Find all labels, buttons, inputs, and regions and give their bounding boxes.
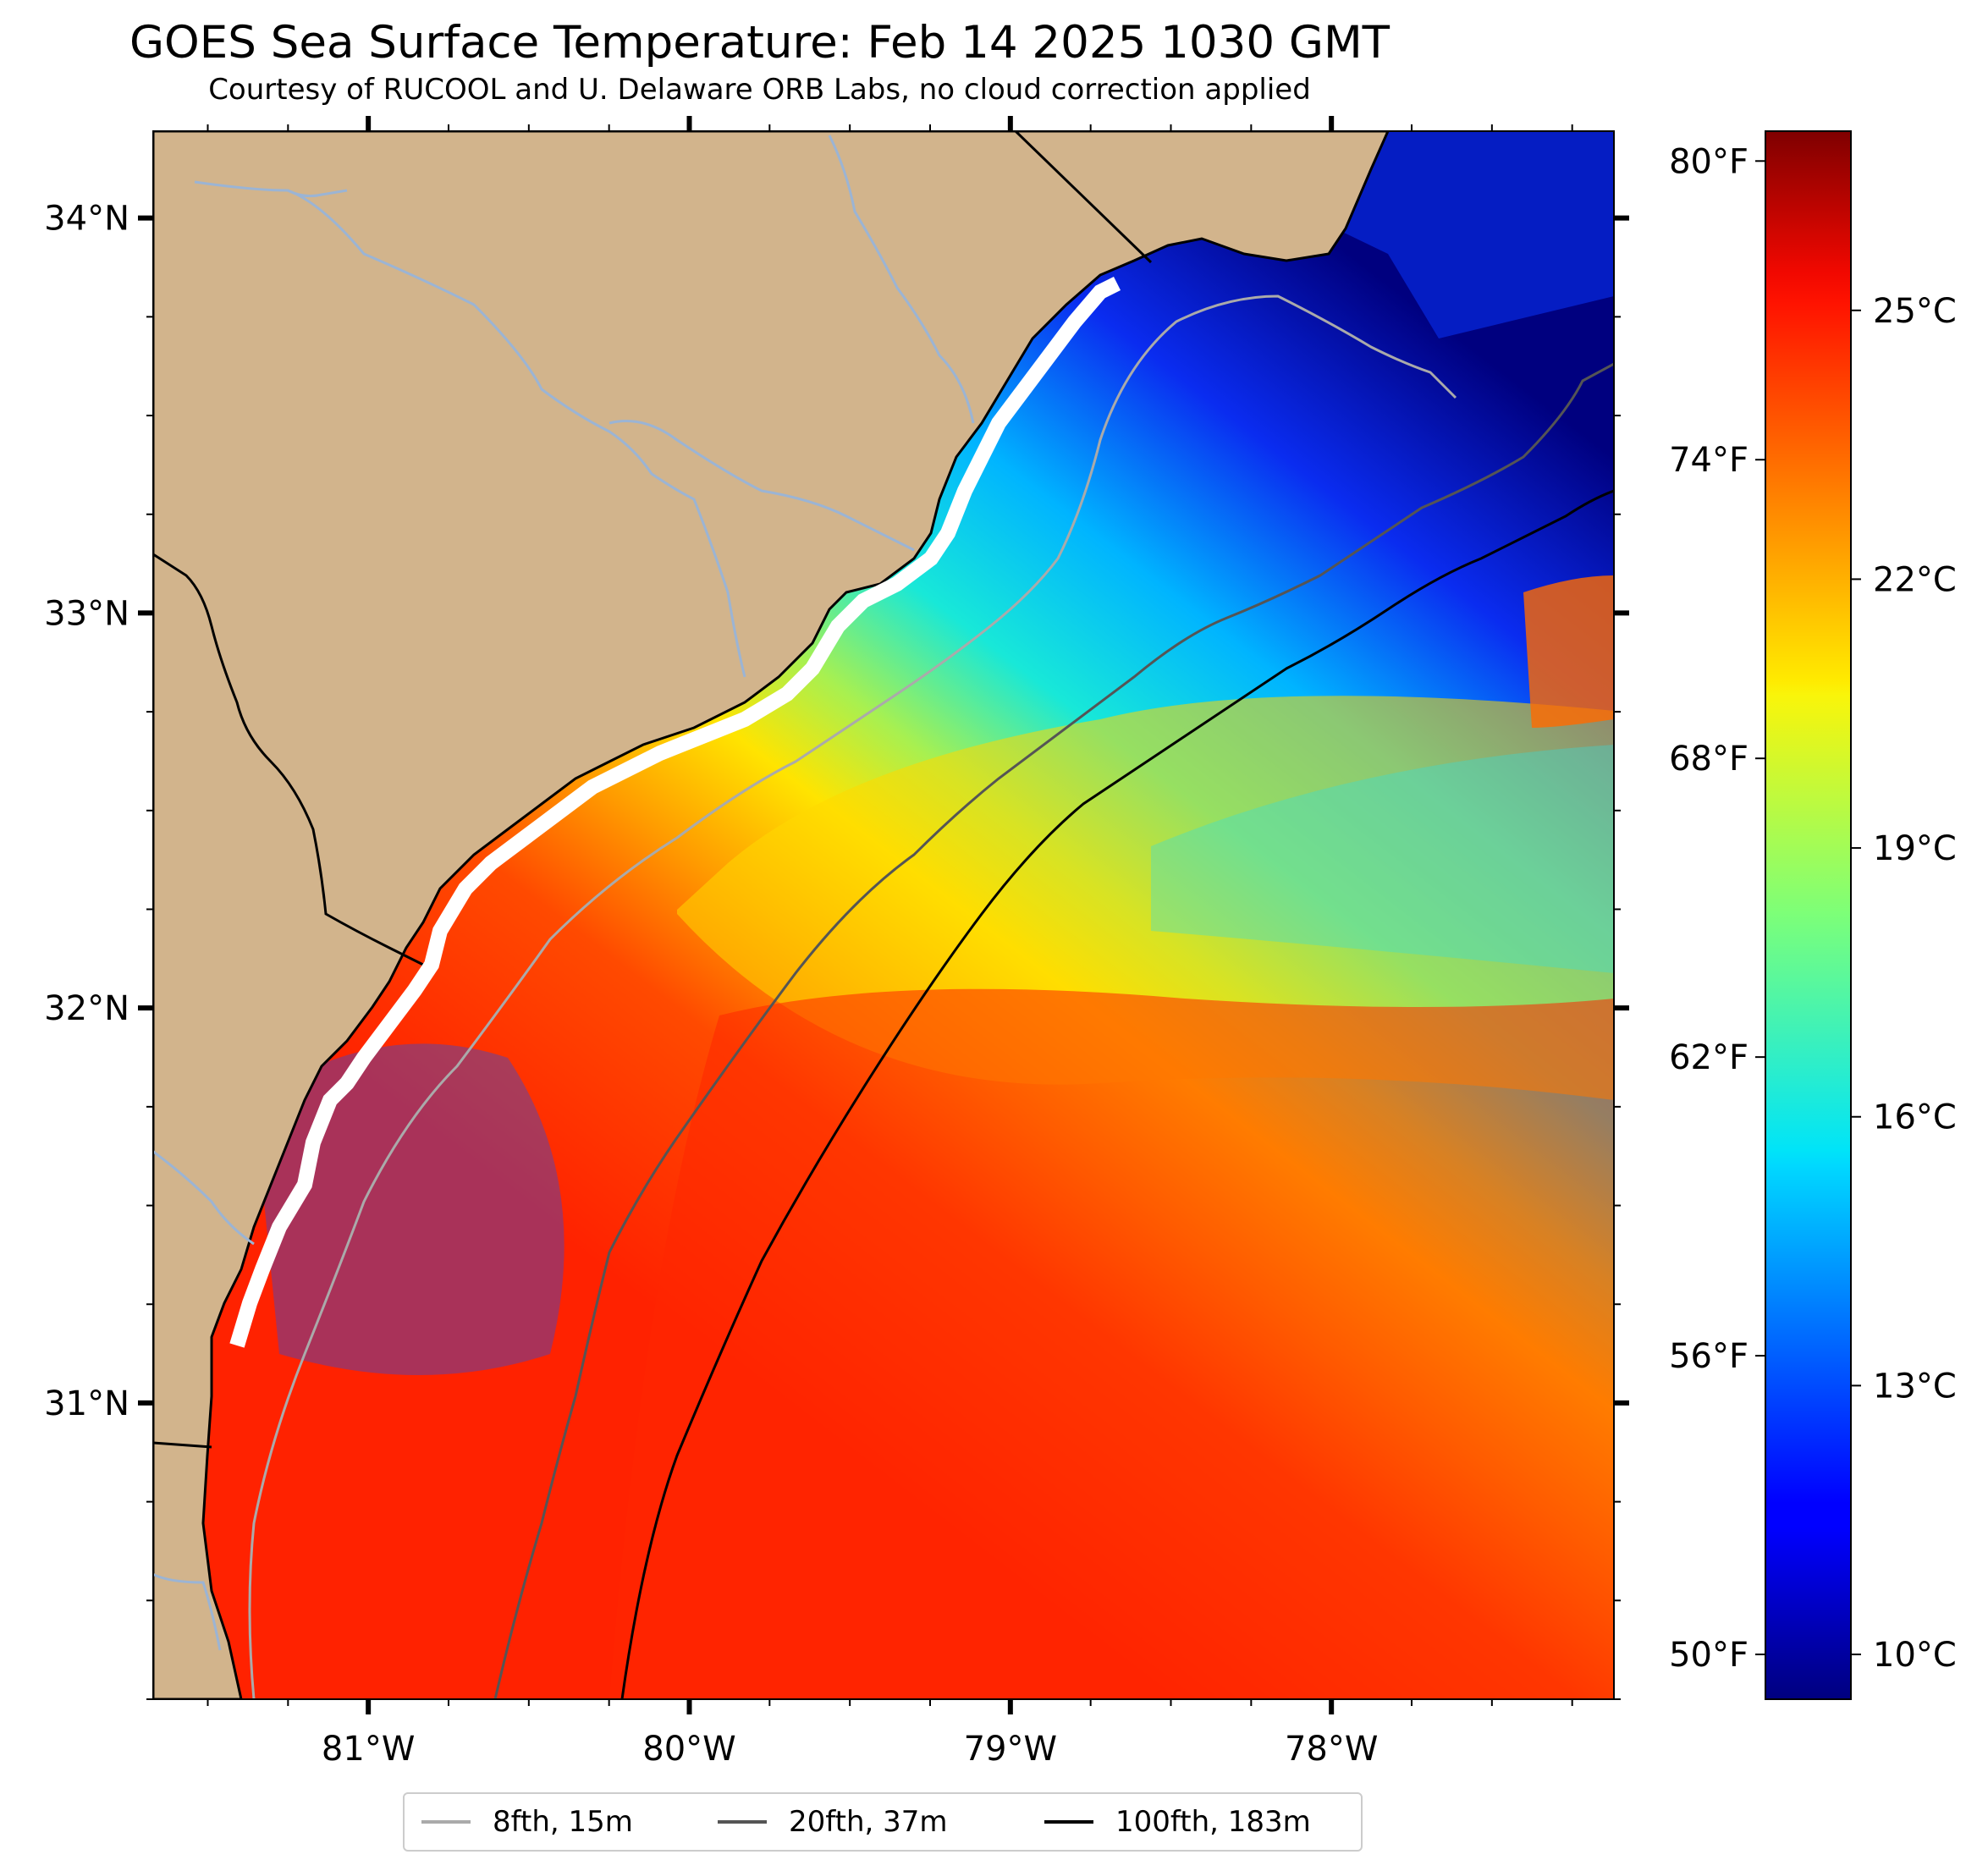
chart-title: GOES Sea Surface Temperature: Feb 14 202… — [129, 17, 1390, 69]
legend-item-8fth: 8fth, 15m — [421, 1794, 633, 1850]
fahrenheit-tick-label: 56°F — [1669, 1337, 1748, 1376]
chart-subtitle: Courtesy of RUCOOL and U. Delaware ORB L… — [208, 73, 1311, 107]
lat-tick-label: 32°N — [44, 989, 129, 1028]
lon-tick-label: 80°W — [642, 1730, 735, 1769]
sst-map — [153, 131, 1614, 1699]
fahrenheit-tick-label: 50°F — [1669, 1636, 1748, 1675]
land-mass — [153, 131, 1390, 1699]
rivers — [153, 135, 975, 1651]
fahrenheit-tick-label: 62°F — [1669, 1038, 1748, 1077]
fahrenheit-tick-label: 68°F — [1669, 740, 1748, 779]
legend-label: 20fth, 37m — [789, 1805, 948, 1839]
coastal-nodata-band — [229, 276, 1121, 1348]
legend-item-100fth: 100fth, 183m — [1044, 1794, 1311, 1850]
legend-item-20fth: 20fth, 37m — [718, 1794, 948, 1850]
lat-tick-label: 31°N — [44, 1384, 129, 1423]
celsius-tick-label: 16°C — [1873, 1098, 1957, 1137]
isobath-100fth — [620, 489, 1614, 1699]
colorbar-ticks: 25°C 22°C 19°C 16°C 13°C 10°C 80°F 74°F 68°F 62°F… — [1669, 142, 1957, 1675]
gulf-stream-core — [609, 988, 1614, 1699]
celsius-tick-label: 19°C — [1873, 829, 1957, 868]
state-borders — [153, 131, 1153, 1449]
map-ticks — [138, 116, 1629, 1714]
fahrenheit-tick-label: 80°F — [1669, 142, 1748, 181]
isobath-20fth — [493, 362, 1614, 1699]
lat-tick-label: 34°N — [44, 200, 129, 239]
warm-patch-east — [1523, 575, 1614, 728]
colorbar — [1765, 130, 1852, 1700]
map-frame — [152, 130, 1615, 1700]
isobath-legend: 8fth, 15m 20fth, 37m 100fth, 183m — [403, 1792, 1363, 1852]
lat-tick-label: 33°N — [44, 594, 129, 633]
legend-label: 8fth, 15m — [493, 1805, 633, 1839]
isobath-8fth — [248, 294, 1457, 1699]
legend-label: 100fth, 183m — [1115, 1805, 1311, 1839]
fahrenheit-tick-label: 74°F — [1669, 441, 1748, 480]
legend-line-20fth — [718, 1820, 767, 1824]
celsius-tick-label: 25°C — [1873, 292, 1957, 331]
axis-labels: 81°W 80°W 79°W 78°W 34°N 33°N 32°N 31°N — [44, 200, 1378, 1769]
lon-tick-label: 81°W — [322, 1730, 415, 1769]
celsius-tick-label: 13°C — [1873, 1367, 1957, 1406]
celsius-tick-label: 10°C — [1873, 1636, 1957, 1675]
cold-inshore-patch — [254, 1043, 564, 1375]
legend-line-8fth — [421, 1820, 471, 1824]
cool-eddy — [1151, 745, 1614, 973]
celsius-tick-label: 22°C — [1873, 560, 1957, 599]
lon-tick-label: 79°W — [964, 1730, 1057, 1769]
legend-line-100fth — [1044, 1820, 1093, 1824]
lon-tick-label: 78°W — [1285, 1730, 1378, 1769]
